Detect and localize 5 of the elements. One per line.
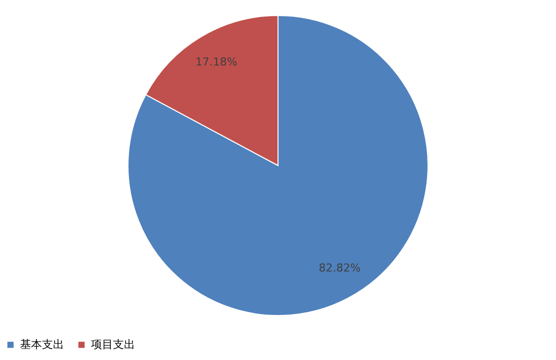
data-label: 82.82% — [318, 261, 361, 274]
pie-slice — [128, 15, 428, 316]
data-label: 17.18% — [195, 56, 238, 69]
legend-label: 项目支出 — [91, 338, 135, 351]
legend-label: 基本支出 — [20, 338, 64, 351]
